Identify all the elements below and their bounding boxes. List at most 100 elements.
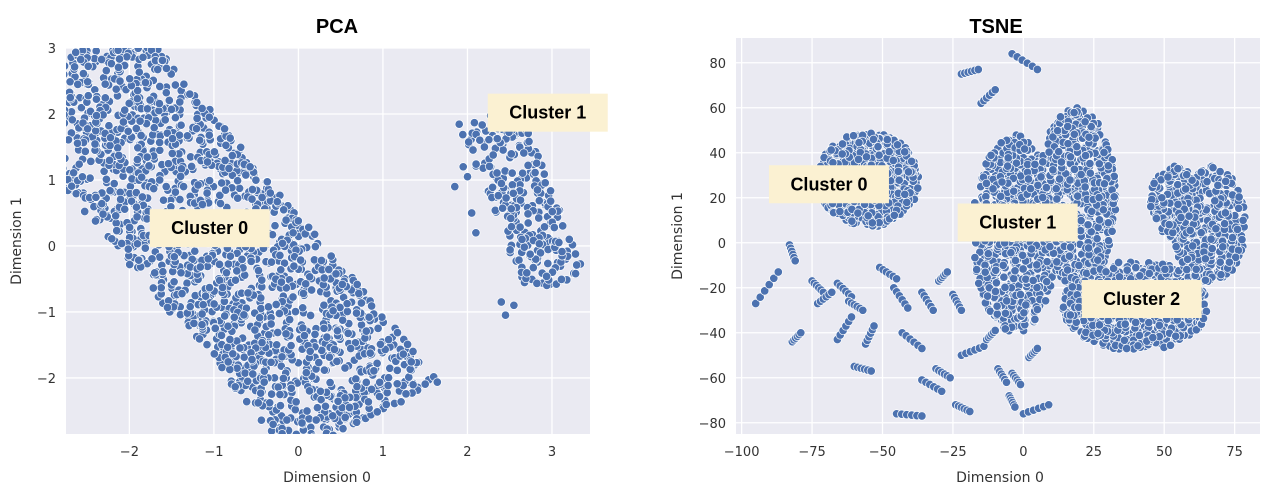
scatter-point	[1094, 320, 1105, 330]
scatter-point	[116, 28, 124, 36]
scatter-point	[32, 72, 40, 80]
scatter-point	[114, 150, 124, 160]
scatter-point	[30, 106, 38, 114]
scatter-point	[50, 164, 58, 172]
scatter-point	[242, 397, 252, 407]
scatter-point	[34, 139, 42, 147]
scatter-point	[197, 320, 207, 330]
scatter-point	[221, 268, 232, 278]
scatter-point	[344, 402, 355, 412]
scatter-point	[375, 339, 385, 349]
scatter-point	[50, 99, 58, 107]
scatter-point	[112, 32, 120, 40]
scatter-point	[1026, 244, 1037, 254]
scatter-point	[118, 117, 128, 127]
scatter-point	[1030, 314, 1040, 324]
scatter-point	[377, 312, 387, 322]
scatter-point	[203, 254, 213, 264]
scatter-point	[66, 118, 69, 128]
scatter-point	[1038, 192, 1048, 203]
scatter-point	[30, 122, 38, 130]
scatter-point	[43, 135, 51, 143]
scatter-point	[373, 323, 383, 333]
scatter-point	[189, 318, 199, 328]
scatter-point	[571, 269, 581, 279]
scatter-point	[868, 134, 879, 144]
scatter-point	[195, 262, 205, 272]
scatter-point	[57, 87, 65, 95]
scatter-point	[2, 101, 10, 109]
scatter-point	[328, 430, 338, 434]
scatter-point	[136, 26, 144, 34]
pca-scatter-points	[0, 20, 585, 447]
scatter-point	[1072, 142, 1082, 152]
scatter-point	[247, 354, 257, 365]
scatter-point	[471, 228, 481, 238]
scatter-point	[30, 85, 38, 93]
scatter-point	[71, 48, 81, 57]
scatter-point	[305, 346, 315, 356]
scatter-point	[67, 115, 77, 125]
scatter-point	[546, 186, 556, 196]
scatter-point	[57, 156, 65, 164]
scatter-point	[137, 172, 147, 182]
scatter-point	[1099, 147, 1109, 158]
scatter-point	[74, 159, 84, 169]
scatter-point	[187, 161, 197, 172]
scatter-point	[324, 264, 334, 275]
scatter-point	[329, 344, 339, 354]
scatter-point	[125, 165, 135, 175]
scatter-point	[134, 67, 144, 77]
scatter-point	[0, 108, 6, 116]
scatter-point	[140, 78, 151, 88]
scatter-point	[283, 436, 291, 444]
pca-title: PCA	[316, 16, 358, 38]
scatter-point	[288, 292, 298, 302]
scatter-point	[247, 184, 258, 195]
scatter-point	[133, 86, 143, 96]
scatter-point	[1023, 174, 1034, 184]
scatter-point	[484, 135, 494, 145]
scatter-point	[170, 113, 180, 123]
scatter-point	[245, 162, 255, 172]
scatter-point	[66, 65, 67, 69]
scatter-point	[224, 163, 234, 174]
scatter-point	[1114, 257, 1124, 268]
scatter-point	[1041, 296, 1051, 306]
scatter-point	[250, 325, 260, 335]
scatter-point	[38, 156, 46, 164]
x-tick-label: −2	[120, 445, 139, 460]
scatter-point	[137, 192, 147, 202]
scatter-point	[403, 339, 413, 349]
scatter-point	[105, 133, 116, 143]
scatter-point	[34, 105, 42, 113]
scatter-point	[534, 239, 544, 249]
scatter-point	[138, 29, 146, 37]
scatter-point	[1009, 186, 1019, 196]
scatter-point	[1065, 175, 1075, 185]
scatter-point	[1101, 267, 1111, 277]
scatter-point	[113, 143, 123, 153]
scatter-point	[218, 282, 228, 293]
scatter-point	[259, 366, 269, 376]
scatter-point	[354, 288, 364, 299]
scatter-point	[29, 127, 37, 135]
scatter-point	[991, 278, 1001, 288]
scatter-point	[66, 75, 67, 77]
scatter-point	[515, 222, 525, 232]
scatter-point	[4, 98, 12, 106]
scatter-point	[471, 159, 481, 169]
scatter-point	[131, 30, 139, 38]
scatter-point	[363, 397, 373, 407]
scatter-point	[1000, 282, 1010, 292]
scatter-point	[132, 20, 140, 28]
scatter-point	[313, 439, 321, 447]
scatter-point	[281, 283, 291, 293]
scatter-point	[66, 101, 68, 108]
scatter-point	[225, 133, 235, 143]
scatter-point	[291, 429, 301, 434]
scatter-point	[375, 377, 385, 387]
scatter-point	[331, 269, 341, 279]
scatter-point	[326, 251, 336, 261]
